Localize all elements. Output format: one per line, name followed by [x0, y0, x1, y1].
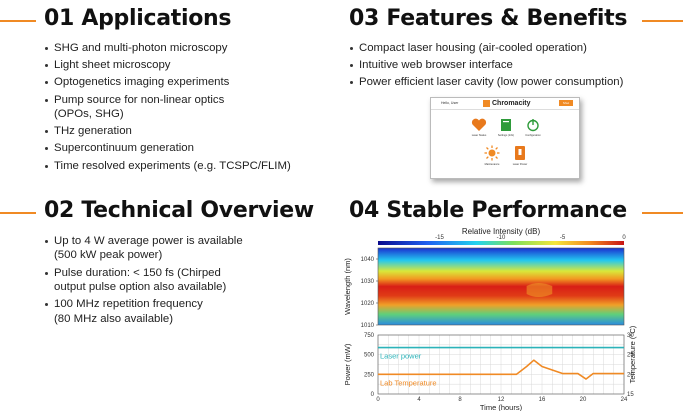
heatmap-feature — [526, 283, 553, 297]
series-label: Laser power — [380, 352, 422, 361]
heatmap-y-tick-label: 1020 — [361, 301, 375, 307]
list-item: Pulse duration: < 150 fs (Chirped output … — [44, 266, 334, 295]
performance-rule — [642, 212, 683, 214]
x-axis-label: Time (hours) — [480, 403, 523, 411]
list-item-line: output pulse option also available) — [54, 281, 227, 294]
x-tick-label: 16 — [539, 397, 546, 403]
list-item: Supercontinuum generation — [44, 141, 334, 155]
ui-tile-label: Maintenance — [484, 163, 500, 166]
ui-tile-settings: Settings (Info) — [492, 118, 520, 137]
list-item: Power efficient laser cavity (low power … — [349, 75, 679, 89]
ui-tile-label: Laser Power — [512, 163, 528, 166]
x-tick-label: 8 — [458, 397, 462, 403]
line-chart-frame — [377, 334, 625, 395]
x-tick-label: 4 — [417, 397, 421, 403]
y-left-tick-label: 750 — [364, 333, 375, 339]
list-item: SHG and multi-photon microscopy — [44, 41, 334, 55]
y-right-tick-label: 30 — [627, 333, 634, 339]
heatmap-y-tick-label: 1010 — [361, 323, 375, 329]
colorbar — [378, 241, 624, 245]
ui-shutdown-button: Shut down — [559, 100, 573, 111]
applications-rule — [0, 20, 36, 22]
technical-list: Up to 4 W average power is available (500… — [44, 234, 334, 329]
list-item-line: Up to 4 W average power is available — [54, 235, 243, 247]
ui-header: Hello, User Chromacity Shut down — [431, 98, 579, 111]
series-label: Lab Temperature — [380, 378, 437, 387]
x-tick-label: 24 — [621, 397, 628, 403]
heatmap-field — [378, 248, 624, 325]
list-item-line: (80 MHz also available) — [54, 312, 174, 325]
colorbar-tick-label: -5 — [560, 235, 566, 241]
ui-tile-maintenance: Maintenance — [478, 145, 506, 166]
ui-tile-label: Configuration — [525, 134, 541, 137]
lamp-icon — [515, 146, 525, 160]
colorbar-label: Relative Intensity (dB) — [462, 227, 541, 236]
ui-screenshot: Hello, User Chromacity Shut down Laser S… — [430, 97, 580, 179]
sun-icon — [484, 145, 500, 161]
list-item: 100 MHz repetition frequency (80 MHz also… — [44, 297, 334, 326]
list-item: THz generation — [44, 124, 334, 138]
heart-icon — [471, 118, 487, 131]
features-title: 03 Features & Benefits — [349, 6, 628, 31]
list-item-line: 100 MHz repetition frequency — [54, 298, 203, 311]
ui-tile-label: Settings (Info) — [497, 134, 515, 137]
applications-list: SHG and multi-photon microscopy Light sh… — [44, 41, 334, 176]
list-item: Pump source for non-linear optics (OPOs, … — [44, 93, 334, 122]
y-right-tick-label: 25 — [627, 353, 634, 359]
list-item: Compact laser housing (air-cooled operat… — [349, 41, 679, 55]
list-item: Optogenetics imaging experiments — [44, 75, 334, 89]
features-list: Compact laser housing (air-cooled operat… — [349, 41, 679, 93]
list-item-line: Pulse duration: < 150 fs (Chirped — [54, 266, 221, 279]
y-right-tick-label: 15 — [627, 392, 634, 398]
x-tick-label: 12 — [498, 397, 505, 403]
list-item-line: (500 kW peak power) — [54, 249, 163, 262]
y-right-axis-label: Temperature (°C) — [628, 325, 637, 383]
y-left-tick-label: 0 — [371, 392, 375, 398]
x-tick-label: 20 — [580, 397, 587, 403]
x-tick-label: 0 — [376, 397, 380, 403]
technical-title: 02 Technical Overview — [44, 198, 314, 223]
ui-tile-configuration: Configuration — [519, 118, 547, 137]
y-left-tick-label: 500 — [364, 353, 375, 359]
colorbar-tick-label: -15 — [435, 235, 444, 241]
heatmap-y-tick-label: 1030 — [361, 279, 375, 285]
stable-performance-chart: Relative Intensity (dB) -15 -10 -5 0 1040 1030… — [343, 227, 637, 411]
colorbar-tick-label: 0 — [622, 235, 626, 241]
list-item: Up to 4 W average power is available (500… — [44, 234, 334, 263]
ui-brand: Chromacity — [492, 99, 531, 107]
ui-tile-laser-status: Laser Status — [465, 118, 493, 137]
ui-tile-label: Laser Status — [471, 134, 487, 137]
technical-rule — [0, 212, 36, 214]
ui-tile-laser-power: Laser Power — [506, 145, 534, 166]
list-item-line: Pump source for non-linear optics — [54, 93, 225, 106]
y-right-tick-label: 20 — [627, 372, 634, 378]
ui-user-label: Hello, User — [441, 101, 459, 105]
performance-title: 04 Stable Performance — [349, 198, 627, 223]
heatmap-y-axis-label: Wavelength (nm) — [343, 258, 352, 315]
colorbar-tick-label: -10 — [497, 235, 506, 241]
features-rule — [642, 20, 683, 22]
list-item-line: (OPOs, SHG) — [54, 108, 124, 121]
applications-title: 01 Applications — [44, 6, 232, 31]
series-line-lab-temperature — [378, 359, 624, 380]
list-item: Time resolved experiments (e.g. TCSPC/FL… — [44, 159, 334, 173]
y-left-axis-label: Power (mW) — [343, 343, 352, 385]
heatmap-frame — [377, 247, 625, 326]
book-icon — [501, 119, 511, 131]
ui-logo-icon — [483, 100, 490, 107]
y-left-tick-label: 250 — [364, 372, 375, 378]
heatmap-y-tick-label: 1040 — [361, 257, 375, 263]
list-item: Intuitive web browser interface — [349, 58, 679, 72]
list-item: Light sheet microscopy — [44, 58, 334, 72]
power-icon — [527, 119, 539, 132]
